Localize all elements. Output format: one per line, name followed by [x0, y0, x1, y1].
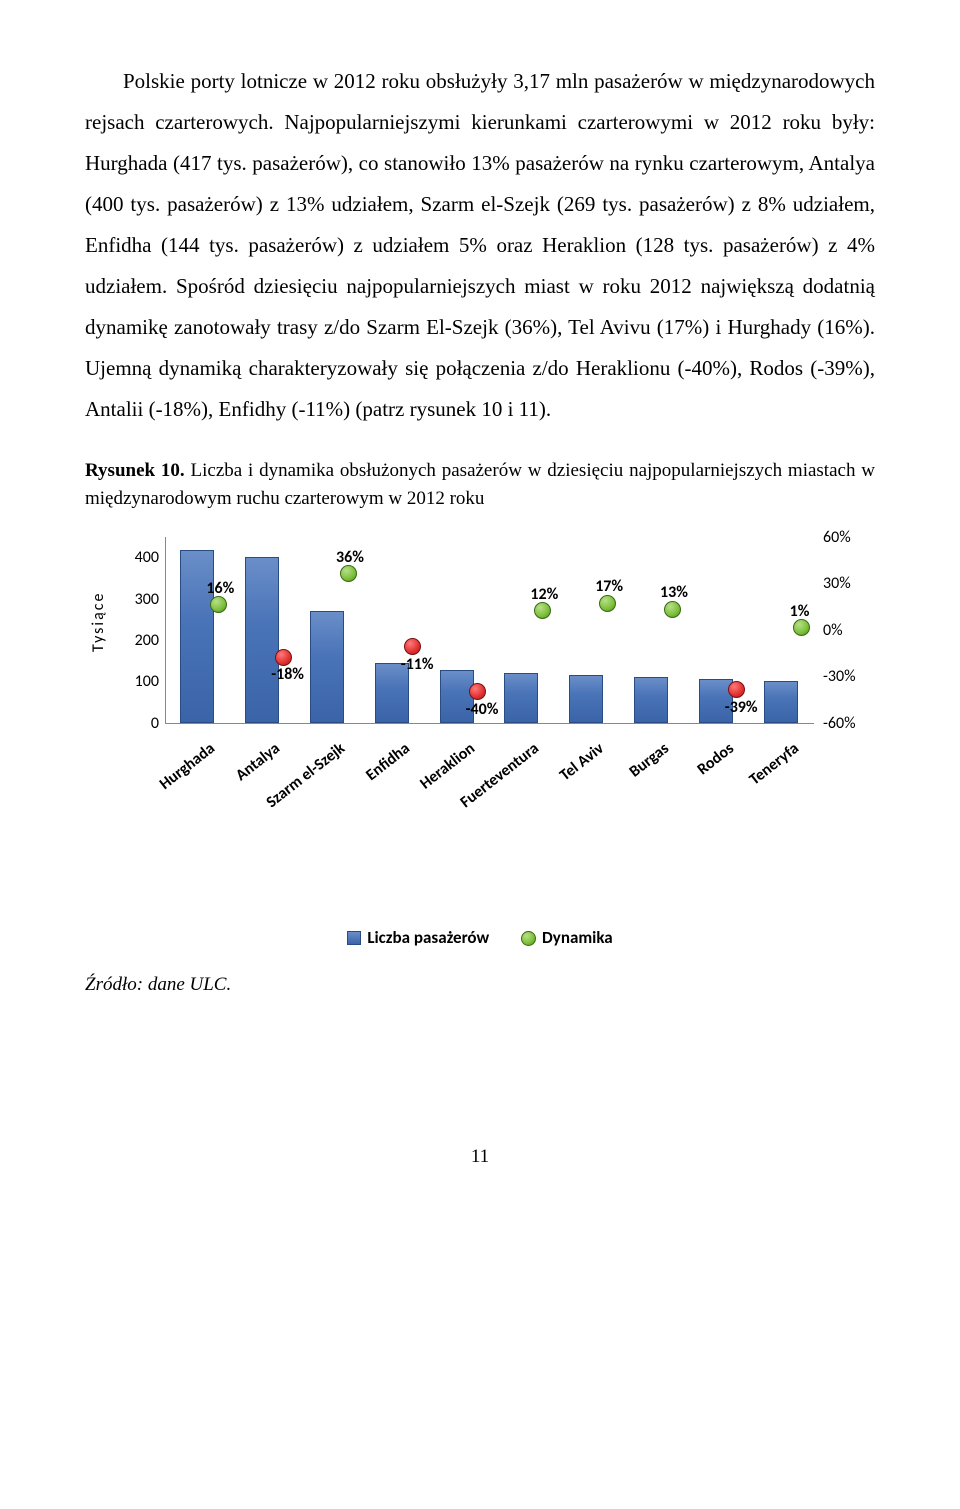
source-text: Źródło: dane ULC. — [85, 974, 875, 996]
marker-positive — [599, 595, 616, 612]
figure-caption: Rysunek 10. Liczba i dynamika obsłużonyc… — [85, 457, 875, 512]
x-category-label: Szarm el-Szejk — [227, 739, 349, 840]
marker-positive — [664, 601, 681, 618]
chart: Tysiące0100200300400-60%-30%0%30%60%16%H… — [85, 537, 875, 917]
marker-positive — [210, 596, 227, 613]
marker-positive — [340, 565, 357, 582]
y1-tick: 300 — [115, 590, 159, 609]
chart-legend: Liczba pasażerów Dynamika — [85, 927, 875, 948]
bar — [180, 550, 214, 722]
dynamics-label: 12% — [530, 585, 558, 604]
dynamics-label: 36% — [336, 548, 364, 567]
y2-tick: -30% — [823, 667, 873, 686]
y1-axis-label: Tysiące — [89, 591, 108, 651]
marker-negative — [275, 649, 292, 666]
dynamics-label: -40% — [466, 700, 499, 719]
x-category-label: Heraklion — [356, 739, 478, 840]
dynamics-label: 13% — [660, 583, 688, 602]
bar — [310, 611, 344, 722]
dynamics-label: -39% — [725, 698, 758, 717]
dynamics-label: 1% — [790, 602, 810, 621]
x-category-label: Rodos — [615, 739, 737, 840]
x-category-label: Burgas — [551, 739, 673, 840]
x-category-label: Teneryfa — [680, 739, 802, 840]
y1-tick: 400 — [115, 548, 159, 567]
bar — [504, 673, 538, 723]
dynamics-label: -18% — [271, 665, 304, 684]
body-paragraph: Polskie porty lotnicze w 2012 roku obsłu… — [85, 61, 875, 429]
legend-dot-swatch — [521, 931, 536, 946]
dynamics-label: 17% — [595, 577, 623, 596]
dynamics-label: 16% — [206, 579, 234, 598]
x-category-label: Hurghada — [97, 739, 219, 840]
x-category-label: Tel Aviv — [486, 739, 608, 840]
y1-tick: 0 — [115, 714, 159, 733]
x-category-label: Antalya — [162, 739, 284, 840]
dynamics-label: -11% — [401, 655, 434, 674]
body-paragraph-text: Polskie porty lotnicze w 2012 roku obsłu… — [85, 69, 875, 421]
figure-label: Rysunek 10. — [85, 460, 185, 481]
bar — [245, 557, 279, 722]
y1-tick: 200 — [115, 631, 159, 650]
legend-bar-swatch — [347, 931, 361, 945]
bar — [569, 675, 603, 723]
y2-tick: 30% — [823, 574, 873, 593]
y2-tick: 0% — [823, 621, 873, 640]
x-category-label: Fuerteventura — [421, 739, 543, 840]
y1-tick: 100 — [115, 672, 159, 691]
bar — [634, 677, 668, 722]
bar — [764, 681, 798, 722]
figure-caption-text: Liczba i dynamika obsłużonych pasażerów … — [85, 460, 875, 509]
legend-bar-label: Liczba pasażerów — [367, 927, 489, 948]
legend-dot-label: Dynamika — [542, 927, 613, 948]
x-category-label: Enfidha — [291, 739, 413, 840]
y2-tick: 60% — [823, 528, 873, 547]
y2-tick: -60% — [823, 714, 873, 733]
marker-negative — [469, 683, 486, 700]
page-number: 11 — [85, 1146, 875, 1168]
